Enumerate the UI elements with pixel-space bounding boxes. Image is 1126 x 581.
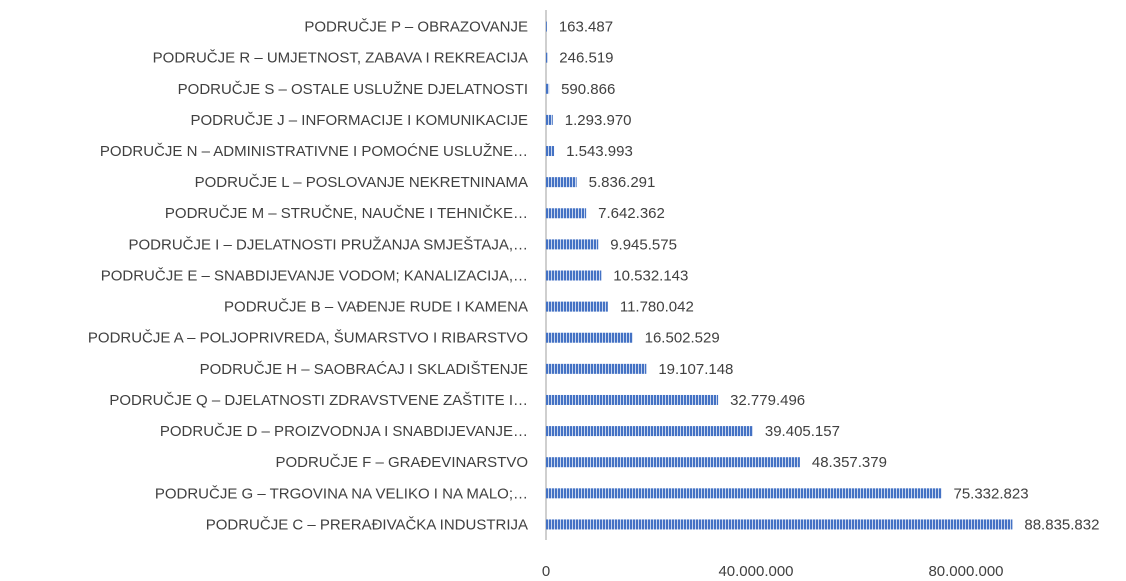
bar xyxy=(546,208,587,219)
y-tick-label: PODRUČJE S – OSTALE USLUŽNE DJELATNOSTI xyxy=(178,81,528,98)
data-label: 88.835.832 xyxy=(1024,516,1099,533)
bar xyxy=(546,301,608,312)
bar xyxy=(546,21,547,32)
data-label: 32.779.496 xyxy=(730,392,805,409)
bar xyxy=(546,519,1013,530)
bar xyxy=(546,114,553,125)
bar xyxy=(546,270,602,281)
data-label: 39.405.157 xyxy=(765,423,840,440)
x-tick-label: 40.000.000 xyxy=(718,563,793,580)
bar xyxy=(546,83,550,94)
data-label: 19.107.148 xyxy=(658,361,733,378)
y-tick-label: PODRUČJE A – POLJOPRIVREDA, ŠUMARSTVO I … xyxy=(88,330,528,347)
y-tick-label: PODRUČJE R – UMJETNOST, ZABAVA I REKREAC… xyxy=(153,50,528,67)
y-tick-label: PODRUČJE N – ADMINISTRATIVNE I POMOĆNE U… xyxy=(100,143,528,160)
bar xyxy=(546,426,753,437)
bar xyxy=(546,177,577,188)
y-tick-label: PODRUČJE B – VAĐENJE RUDE I KAMENA xyxy=(224,299,528,316)
data-label: 10.532.143 xyxy=(613,267,688,284)
data-label: 1.543.993 xyxy=(566,143,633,160)
y-tick-label: PODRUČJE J – INFORMACIJE I KOMUNIKACIJE xyxy=(190,112,528,129)
bar xyxy=(546,363,647,374)
y-tick-label: PODRUČJE L – POSLOVANJE NEKRETNINAMA xyxy=(195,174,528,191)
y-tick-label: PODRUČJE C – PRERAĐIVAČKA INDUSTRIJA xyxy=(206,516,528,533)
y-tick-label: PODRUČJE D – PROIZVODNJA I SNABDIJEVANJE… xyxy=(160,423,528,440)
y-tick-label: PODRUČJE M – STRUČNE, NAUČNE I TEHNIČKE… xyxy=(165,205,528,222)
bar xyxy=(546,332,633,343)
y-tick-label: PODRUČJE H – SAOBRAĆAJ I SKLADIŠTENJE xyxy=(200,361,528,378)
bar xyxy=(546,146,555,157)
x-tick-label: 0 xyxy=(542,563,550,580)
data-label: 9.945.575 xyxy=(610,236,677,253)
data-label: 7.642.362 xyxy=(598,205,665,222)
y-tick-label: PODRUČJE P – OBRAZOVANJE xyxy=(304,19,528,36)
data-label: 246.519 xyxy=(559,50,613,67)
data-label: 163.487 xyxy=(559,19,613,36)
x-tick-label: 80.000.000 xyxy=(928,563,1003,580)
bar xyxy=(546,52,548,63)
data-label: 16.502.529 xyxy=(645,330,720,347)
y-tick-label: PODRUČJE E – SNABDIJEVANJE VODOM; KANALI… xyxy=(101,267,528,284)
data-label: 75.332.823 xyxy=(953,485,1028,502)
bar xyxy=(546,457,800,468)
y-tick-label: PODRUČJE Q – DJELATNOSTI ZDRAVSTVENE ZAŠ… xyxy=(109,392,528,409)
data-label: 5.836.291 xyxy=(589,174,656,191)
data-label: 11.780.042 xyxy=(620,299,694,316)
y-tick-label: PODRUČJE G – TRGOVINA NA VELIKO I NA MAL… xyxy=(155,485,528,502)
data-label: 1.293.970 xyxy=(565,112,632,129)
y-tick-label: PODRUČJE F – GRAĐEVINARSTVO xyxy=(275,454,528,471)
data-label: 48.357.379 xyxy=(812,454,887,471)
y-tick-label: PODRUČJE I – DJELATNOSTI PRUŽANJA SMJEŠT… xyxy=(128,236,528,253)
bar xyxy=(546,239,599,250)
bar xyxy=(546,394,719,405)
data-label: 590.866 xyxy=(561,81,615,98)
bar xyxy=(546,488,942,499)
